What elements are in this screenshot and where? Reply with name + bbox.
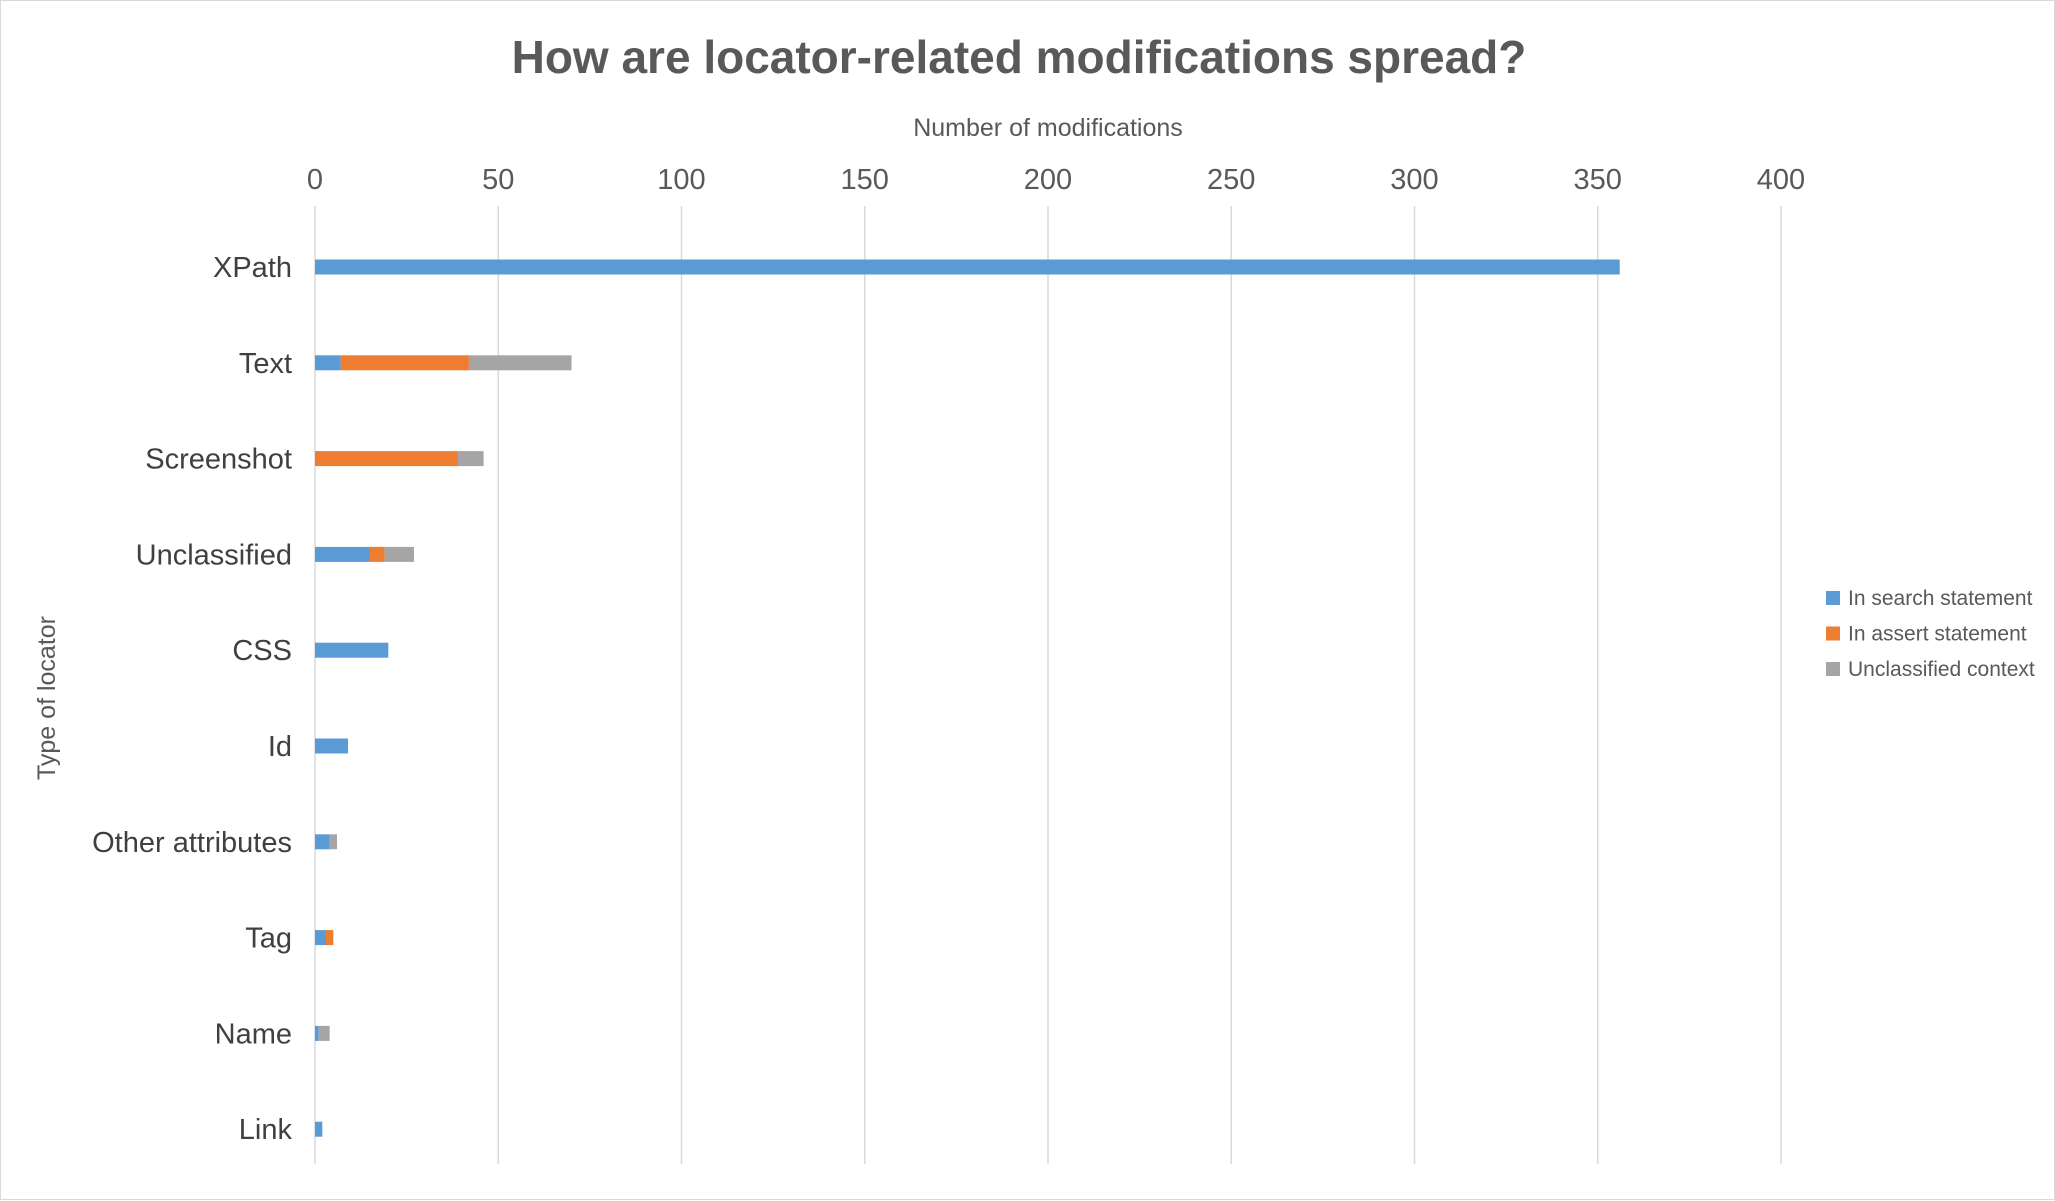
x-tick-label: 400	[1757, 164, 1805, 196]
bar-segment	[315, 259, 1620, 275]
category-label: Text	[239, 348, 292, 380]
bar-segment	[315, 1025, 319, 1041]
y-axis-title: Type of locator	[33, 616, 61, 780]
x-tick-label: 350	[1574, 164, 1622, 196]
x-tick-label: 100	[657, 164, 705, 196]
legend-swatch	[1826, 662, 1840, 676]
x-axis-ticks: 0 50 100 150 200 250 300 350 400	[307, 164, 1805, 196]
bar-segment	[315, 451, 458, 467]
legend-label: In search statement	[1848, 587, 2033, 610]
bar-segment	[369, 546, 385, 562]
bar-segment	[315, 930, 326, 946]
category-label: Unclassified	[136, 539, 292, 571]
category-label: Id	[268, 731, 292, 763]
category-label: Name	[215, 1018, 292, 1050]
legend: In search statement In assert statement Un…	[1826, 587, 2035, 681]
category-label: Tag	[245, 923, 292, 955]
category-label: XPath	[213, 252, 292, 284]
bar-segment	[315, 1121, 323, 1137]
bar-segment	[329, 834, 337, 850]
legend-swatch	[1826, 591, 1840, 605]
category-label: Screenshot	[145, 444, 292, 476]
x-tick-label: 300	[1390, 164, 1438, 196]
x-tick-label: 200	[1024, 164, 1072, 196]
bar-segment	[315, 355, 341, 371]
x-axis-title: Number of modifications	[913, 114, 1183, 142]
bar-segment	[325, 930, 334, 946]
category-label: Other attributes	[92, 827, 292, 859]
x-tick-label: 0	[307, 164, 323, 196]
x-tick-label: 50	[482, 164, 514, 196]
x-tick-label: 250	[1207, 164, 1255, 196]
bars	[315, 259, 1620, 1137]
bar-segment	[315, 642, 389, 658]
x-tick-label: 150	[841, 164, 889, 196]
bar-segment	[384, 546, 414, 562]
legend-label: Unclassified context	[1848, 658, 2035, 681]
bar-segment	[318, 1025, 330, 1041]
bar-segment	[468, 355, 572, 371]
category-label: Link	[239, 1114, 293, 1146]
bar-segment	[340, 355, 469, 371]
bar-segment	[315, 546, 370, 562]
legend-label: In assert statement	[1848, 623, 2027, 646]
category-labels: XPath Text Screenshot Unclassified CSS Id Othe…	[92, 252, 292, 1146]
bar-segment	[457, 451, 484, 467]
chart-title: How are locator-related modifications sp…	[512, 31, 1527, 83]
legend-swatch	[1826, 626, 1840, 641]
category-label: CSS	[232, 635, 292, 667]
bar-segment	[315, 738, 348, 754]
bar-segment	[315, 834, 330, 850]
gridlines	[314, 206, 1782, 1164]
